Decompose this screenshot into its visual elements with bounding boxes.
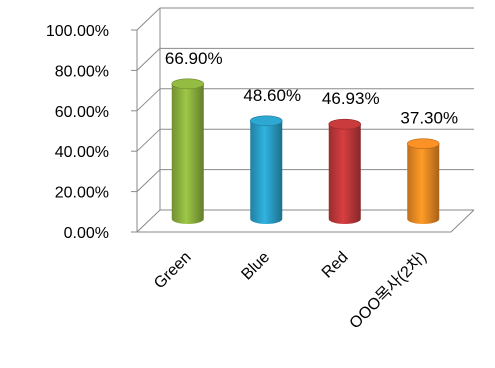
bar-body [171,83,204,224]
gridline-left-wall [136,7,161,31]
bar-body [250,120,283,224]
bar-body [328,124,361,224]
bar-top [406,138,440,149]
gridline-left-wall [136,169,161,192]
data-label: 37.30% [400,109,458,128]
data-label: 46.93% [322,89,380,108]
gridline-left-wall [136,48,161,71]
data-labels: 66.90% 48.60% 46.93% 37.30% [165,49,458,128]
data-label: 66.90% [165,49,223,68]
y-tick-label: 60.00% [55,104,109,121]
gridlines [136,7,474,233]
bar-Red [328,118,362,224]
gridline-left-wall [136,128,161,152]
x-tick-label: OOO목사(2차) [346,248,430,332]
y-tick-label: 0.00% [64,225,109,242]
gridline-left-wall [136,88,161,112]
x-tick-label: Red [319,249,352,282]
y-tick-label: 100.00% [46,23,109,40]
y-tick-label: 40.00% [55,144,109,161]
data-label: 48.60% [243,86,301,105]
bar-top [171,78,205,90]
gridline-left-wall [136,209,161,233]
y-tick-label: 80.00% [55,63,109,80]
y-axis: 0.00% 20.00% 40.00% 60.00% 80.00% 100.00% [46,23,137,242]
bar-Green [171,78,205,224]
y-tick-label: 20.00% [55,185,109,202]
bar-OOO목사(2차) [406,138,440,224]
bar-top [249,115,283,127]
bar-body [407,143,440,224]
bars [171,78,440,224]
chart-walls [136,8,475,233]
x-tick-label: Blue [238,249,273,284]
bar-Blue [249,115,283,224]
floor-right-edge [450,209,475,233]
x-tick-label: Green [151,249,194,292]
bar-top [328,118,362,130]
